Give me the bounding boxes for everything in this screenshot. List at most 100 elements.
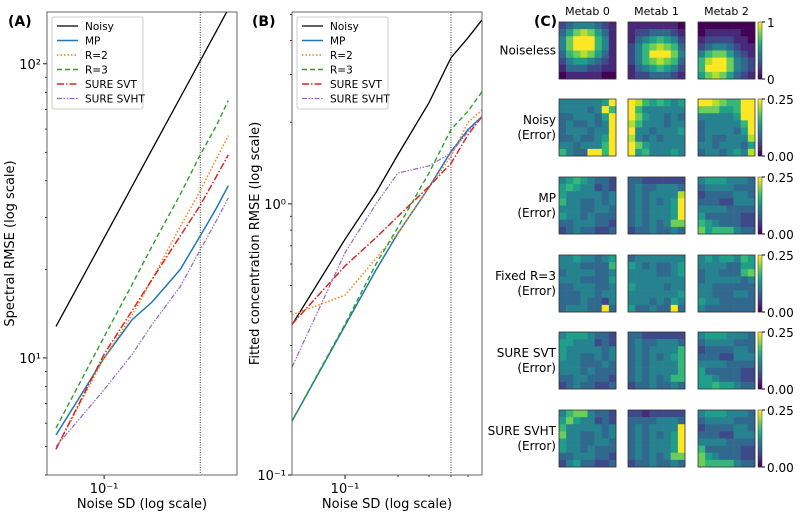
heatmap-cell: [719, 50, 727, 58]
colorbar-step: [758, 118, 762, 121]
heatmap-cell: [608, 297, 617, 306]
heatmap-cell: [566, 353, 574, 361]
heatmap-cell: [705, 269, 713, 277]
colorbar-min-label: 0.00: [767, 306, 794, 320]
heatmap-cell: [649, 57, 657, 66]
colorbar-step: [758, 137, 762, 140]
heatmap-cell: [726, 106, 734, 114]
heatmap-cell: [628, 381, 636, 390]
heatmap-cell: [587, 367, 595, 376]
heatmap-cell: [719, 255, 727, 263]
heatmap-cell: [663, 50, 672, 58]
heatmap-cell: [677, 360, 686, 368]
heatmap-cell: [566, 177, 574, 185]
heatmap-cell: [573, 417, 581, 425]
heatmap-cell: [719, 410, 727, 418]
colorbar-step: [758, 345, 762, 348]
heatmap-cell: [656, 339, 664, 347]
heatmap-cell: [670, 106, 679, 114]
heatmap-cell: [628, 353, 636, 361]
heatmap-cell: [559, 410, 567, 418]
heatmap-cell: [566, 99, 574, 107]
heatmap-cell: [649, 134, 657, 143]
colorbar-step: [758, 337, 762, 340]
heatmap: [697, 409, 756, 468]
colorbar-step: [758, 199, 762, 202]
heatmap-cell: [559, 177, 567, 185]
heatmap-cell: [670, 177, 679, 185]
heatmap-cell: [747, 22, 756, 30]
heatmap-cell: [719, 431, 727, 439]
heatmap-cell: [698, 127, 706, 135]
heatmap-cell: [747, 374, 756, 383]
heatmap-cell: [740, 332, 749, 340]
heatmap-cell: [594, 29, 603, 37]
heatmap-cell: [663, 452, 672, 461]
colorbar-max-label: 0.25: [767, 326, 794, 340]
heatmap-cell: [698, 198, 706, 206]
heatmap-cell: [740, 381, 749, 390]
heatmap-cell: [587, 22, 595, 30]
heatmap-cell: [649, 445, 657, 454]
colorbar-step: [758, 230, 762, 233]
heatmap-cell: [670, 417, 679, 425]
heatmap-cell: [712, 36, 720, 44]
heatmap-cell: [566, 36, 574, 44]
heatmap-cell: [747, 148, 756, 157]
heatmap-cell: [698, 438, 706, 446]
heatmap-cell: [580, 43, 588, 51]
heatmap-cell: [587, 360, 595, 368]
heatmap-cell: [663, 353, 672, 361]
heatmap-cell: [719, 360, 727, 368]
heatmap-cell: [559, 452, 567, 461]
row-label: SURE SVHT: [488, 424, 557, 438]
heatmap-cell: [601, 332, 610, 340]
heatmap-frame: [558, 98, 617, 157]
heatmap-cell: [594, 262, 603, 270]
heatmap-cell: [656, 417, 664, 425]
heatmap-frame: [697, 254, 756, 313]
series-line-r-2: [292, 109, 482, 316]
heatmap-cell: [587, 452, 595, 461]
colorbar-step: [758, 283, 762, 286]
axes-frame: [46, 11, 238, 476]
heatmap-cell: [642, 22, 650, 30]
heatmap-cell: [747, 184, 756, 192]
heatmap-cell: [635, 452, 643, 461]
colorbar-frame: [757, 98, 763, 157]
heatmap-cell: [642, 438, 650, 446]
heatmap-cell: [559, 191, 567, 199]
colorbar-step: [758, 123, 762, 126]
heatmap-cell: [677, 198, 686, 206]
heatmap-cell: [712, 184, 720, 192]
heatmap-cell: [733, 184, 742, 192]
heatmap-cell: [733, 367, 742, 376]
heatmap-cell: [719, 148, 727, 157]
heatmap-cell: [601, 198, 610, 206]
heatmap-cell: [594, 367, 603, 376]
heatmap-cell: [726, 148, 734, 157]
heatmap-cell: [698, 50, 706, 58]
heatmap-cell: [580, 71, 588, 80]
heatmap-cell: [628, 36, 636, 44]
heatmap-cell: [656, 43, 664, 51]
legend-label: SURE SVHT: [330, 94, 390, 106]
heatmap-cell: [740, 184, 749, 192]
heatmap-cell: [594, 43, 603, 51]
colorbar-step: [758, 224, 762, 227]
heatmap-cell: [740, 148, 749, 157]
colorbar-step: [758, 264, 762, 267]
colorbar-step: [758, 277, 762, 280]
heatmap-cell: [635, 219, 643, 228]
heatmap-cell: [698, 219, 706, 228]
heatmap-cell: [740, 71, 749, 80]
heatmap-cell: [628, 360, 636, 368]
colorbar-step: [758, 116, 762, 119]
heatmap-cell: [740, 177, 749, 185]
heatmap-cell: [747, 113, 756, 121]
heatmap-cell: [677, 304, 686, 313]
series-group: [292, 19, 482, 422]
heatmap-cell: [601, 424, 610, 432]
heatmap-row: Noisy(Error) 0.25 0.00: [517, 93, 793, 164]
row-label: Noisy: [523, 113, 556, 127]
